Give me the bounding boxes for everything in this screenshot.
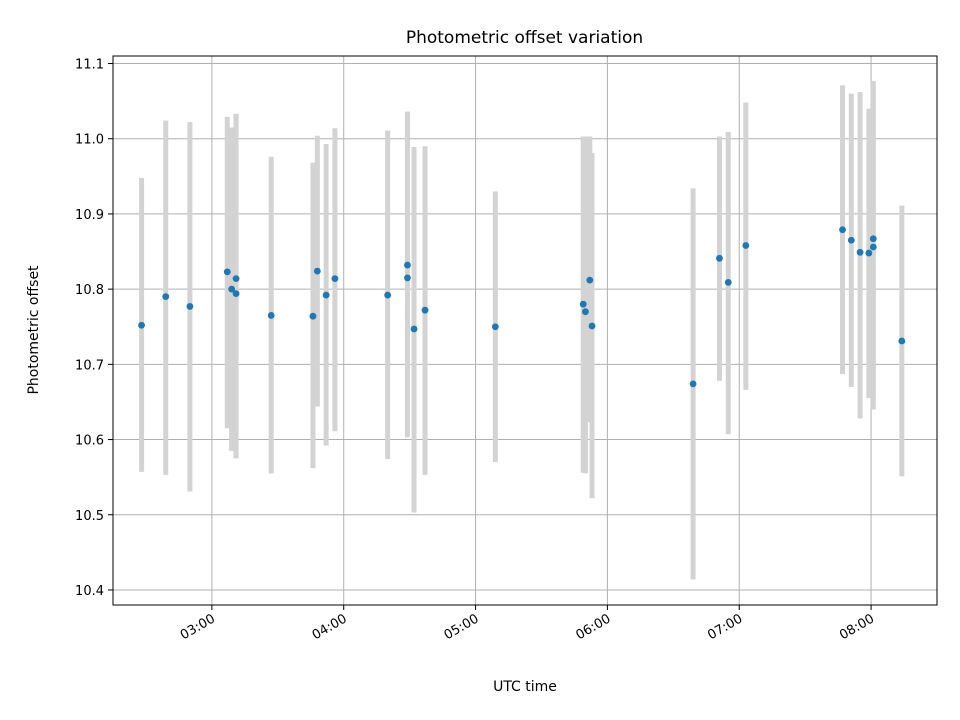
data-point <box>404 261 411 269</box>
x-tick-label: 03:00 <box>178 611 218 643</box>
x-tick-label: 06:00 <box>573 611 613 643</box>
data-point <box>322 291 330 299</box>
y-tick-label: 11.1 <box>75 58 104 73</box>
y-tick-label: 10.4 <box>75 584 104 599</box>
x-tick-label: 07:00 <box>705 611 745 643</box>
data-point <box>331 275 339 283</box>
data-point <box>309 312 317 320</box>
data-point <box>582 308 589 316</box>
x-tick-label: 08:00 <box>837 611 877 643</box>
data-point <box>724 278 732 286</box>
data-point <box>384 291 392 299</box>
data-point <box>223 268 231 276</box>
data-point <box>847 236 855 244</box>
data-point <box>839 226 846 234</box>
data-point <box>586 276 594 284</box>
x-tick-label: 05:00 <box>442 611 482 643</box>
data-points <box>138 226 906 388</box>
data-point <box>404 274 411 282</box>
data-point <box>491 323 499 331</box>
error-bars <box>139 80 905 580</box>
x-tick-label: 04:00 <box>310 611 350 643</box>
data-point <box>138 321 145 329</box>
data-point <box>421 306 429 314</box>
data-point <box>689 380 697 388</box>
y-axis-label: Photometric offset <box>26 265 42 395</box>
y-tick-label: 11.0 <box>75 133 104 148</box>
data-point <box>869 235 877 243</box>
plot-area <box>112 55 938 606</box>
data-point <box>267 312 275 319</box>
y-tick-label: 10.9 <box>75 208 104 223</box>
data-point <box>588 322 596 330</box>
data-point <box>742 242 750 249</box>
data-point <box>716 254 723 262</box>
y-axis-ticks: 10.4 10.5 10.6 10.7 10.8 10.9 11.0 11.1 <box>75 58 113 599</box>
data-point <box>313 267 321 275</box>
y-tick-label: 10.5 <box>75 509 104 524</box>
chart-title: Photometric offset variation <box>406 28 643 48</box>
data-point <box>232 275 240 283</box>
data-point <box>162 293 170 301</box>
data-point <box>865 249 873 257</box>
x-axis-ticks: 03:00 04:00 05:00 06:00 07:00 08:00 <box>178 605 877 643</box>
y-tick-label: 10.7 <box>75 358 104 373</box>
data-point <box>228 285 236 293</box>
data-point <box>869 243 877 251</box>
data-point <box>579 300 587 308</box>
y-tick-label: 10.6 <box>75 434 104 449</box>
data-point <box>186 303 194 310</box>
data-point <box>898 337 906 345</box>
data-point <box>856 248 864 256</box>
data-point <box>410 325 418 333</box>
y-tick-label: 10.8 <box>75 283 104 298</box>
data-point <box>232 290 240 298</box>
x-axis-label: UTC time <box>493 679 557 695</box>
